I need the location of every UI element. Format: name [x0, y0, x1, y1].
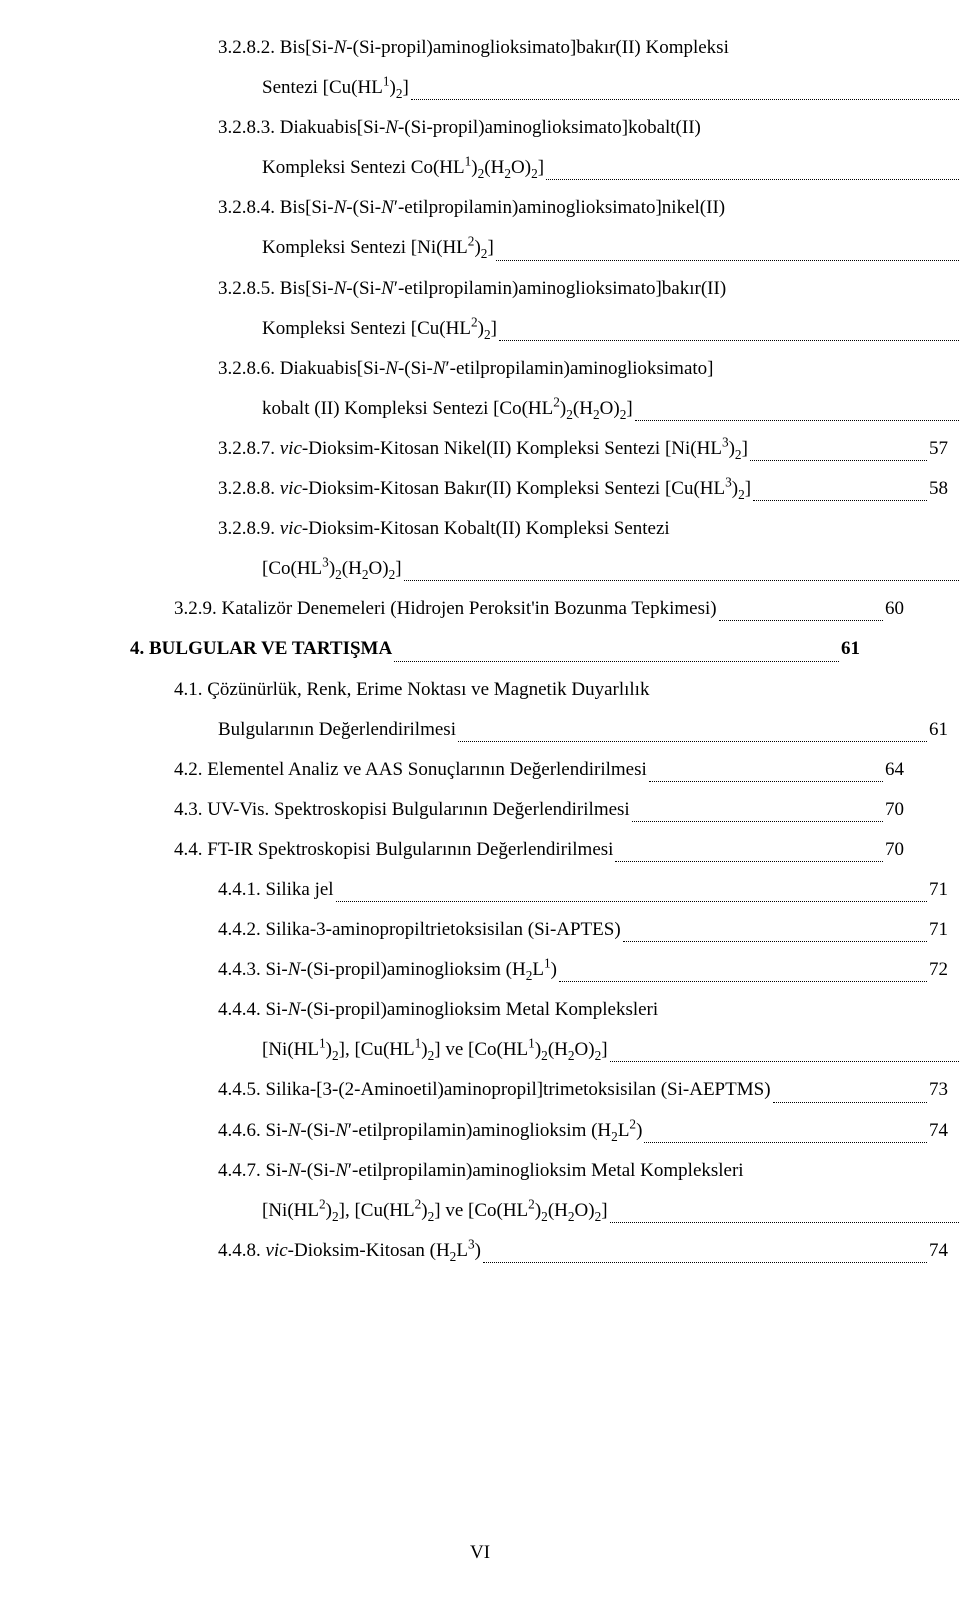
- toc-entry: 4.4.8. vic-Dioksim-Kitosan (H2L3) 74: [130, 1233, 948, 1269]
- toc-entry: [Ni(HL1)2], [Cu(HL1)2] ve [Co(HL1)2(H2O)…: [130, 1032, 960, 1068]
- toc-page-number: 71: [929, 912, 948, 948]
- toc-label: 4.4.5. Silika-[3-(2-Aminoetil)aminopropi…: [218, 1072, 771, 1108]
- toc-line: 4.1. Çözünürlük, Renk, Erime Noktası ve …: [130, 672, 860, 708]
- toc-leader-dots: [483, 1243, 927, 1263]
- toc-entry: Bulgularının Değerlendirilmesi 61: [130, 712, 948, 748]
- toc-page-number: 64: [885, 752, 904, 788]
- toc-label: 3.2.9. Katalizör Denemeleri (Hidrojen Pe…: [174, 591, 717, 627]
- toc-page-number: 71: [929, 872, 948, 908]
- toc-leader-dots: [458, 722, 927, 742]
- toc-leader-dots: [336, 882, 927, 902]
- toc-leader-dots: [773, 1083, 927, 1103]
- toc-page-number: 74: [929, 1113, 948, 1149]
- toc-label: 4.4.1. Silika jel: [218, 872, 334, 908]
- toc-entry: 4.4.1. Silika jel 71: [130, 872, 948, 908]
- toc-line: 3.2.8.4. Bis[Si-N-(Si-N′-etilpropilamin)…: [130, 190, 860, 226]
- toc-line: 3.2.8.5. Bis[Si-N-(Si-N′-etilpropilamin)…: [130, 271, 860, 307]
- toc-entry: 4.3. UV-Vis. Spektroskopisi Bulgularının…: [130, 792, 904, 828]
- toc-leader-dots: [623, 922, 927, 942]
- toc-leader-dots: [750, 441, 927, 461]
- toc-entry: [Ni(HL2)2], [Cu(HL2)2] ve [Co(HL2)2(H2O)…: [130, 1193, 960, 1229]
- toc-label: 4.4.8. vic-Dioksim-Kitosan (H2L3): [218, 1233, 481, 1269]
- table-of-contents: 3.2.8.2. Bis[Si-N-(Si-propil)aminoglioks…: [130, 30, 860, 1269]
- toc-entry: 4.4.5. Silika-[3-(2-Aminoetil)aminopropi…: [130, 1072, 948, 1108]
- toc-page-number: 61: [841, 631, 860, 667]
- toc-label: 3.2.8.7. vic-Dioksim-Kitosan Nikel(II) K…: [218, 431, 748, 467]
- toc-entry: 4. BULGULAR VE TARTIŞMA 61: [130, 631, 860, 667]
- toc-label: 4.2. Elementel Analiz ve AAS Sonuçlarını…: [174, 752, 647, 788]
- toc-entry: 3.2.9. Katalizör Denemeleri (Hidrojen Pe…: [130, 591, 904, 627]
- toc-leader-dots: [496, 241, 960, 261]
- toc-leader-dots: [394, 642, 839, 662]
- toc-leader-dots: [559, 962, 927, 982]
- toc-label: [Co(HL3)2(H2O)2]: [262, 551, 402, 587]
- toc-entry: Sentezi [Cu(HL1)2]54: [130, 70, 960, 106]
- toc-line: 3.2.8.2. Bis[Si-N-(Si-propil)aminoglioks…: [130, 30, 860, 66]
- toc-entry: kobalt (II) Kompleksi Sentezi [Co(HL2)2(…: [130, 391, 960, 427]
- toc-label: Sentezi [Cu(HL1)2]: [262, 70, 409, 106]
- toc-leader-dots: [499, 321, 960, 341]
- toc-label: 4.4.3. Si-N-(Si-propil)aminoglioksim (H2…: [218, 952, 557, 988]
- toc-leader-dots: [546, 160, 960, 180]
- toc-entry: Kompleksi Sentezi [Ni(HL2)2]55: [130, 230, 960, 266]
- toc-line: 3.2.8.9. vic-Dioksim-Kitosan Kobalt(II) …: [130, 511, 860, 547]
- toc-page-number: 57: [929, 431, 948, 467]
- toc-label: Kompleksi Sentezi [Ni(HL2)2]: [262, 230, 494, 266]
- toc-leader-dots: [753, 481, 927, 501]
- toc-label: 4. BULGULAR VE TARTIŞMA: [130, 631, 392, 667]
- toc-entry: 4.4.3. Si-N-(Si-propil)aminoglioksim (H2…: [130, 952, 948, 988]
- toc-entry: [Co(HL3)2(H2O)2]58: [130, 551, 960, 587]
- toc-leader-dots: [411, 80, 960, 100]
- toc-entry: 3.2.8.7. vic-Dioksim-Kitosan Nikel(II) K…: [130, 431, 948, 467]
- toc-label: 4.4. FT-IR Spektroskopisi Bulgularının D…: [174, 832, 613, 868]
- toc-label: 4.3. UV-Vis. Spektroskopisi Bulgularının…: [174, 792, 630, 828]
- toc-leader-dots: [644, 1123, 927, 1143]
- toc-page-number: 70: [885, 832, 904, 868]
- toc-label: 3.2.8.8. vic-Dioksim-Kitosan Bakır(II) K…: [218, 471, 751, 507]
- toc-leader-dots: [649, 762, 883, 782]
- toc-line: 3.2.8.6. Diakuabis[Si-N-(Si-N′-etilpropi…: [130, 351, 860, 387]
- toc-label: Kompleksi Sentezi [Cu(HL2)2]: [262, 311, 497, 347]
- toc-leader-dots: [635, 401, 960, 421]
- toc-label: kobalt (II) Kompleksi Sentezi [Co(HL2)2(…: [262, 391, 633, 427]
- toc-label: Bulgularının Değerlendirilmesi: [218, 712, 456, 748]
- toc-entry: Kompleksi Sentezi Co(HL1)2(H2O)2]54: [130, 150, 960, 186]
- toc-page-number: 61: [929, 712, 948, 748]
- toc-page-number: 60: [885, 591, 904, 627]
- toc-leader-dots: [404, 561, 960, 581]
- toc-entry: Kompleksi Sentezi [Cu(HL2)2]56: [130, 311, 960, 347]
- toc-label: Kompleksi Sentezi Co(HL1)2(H2O)2]: [262, 150, 544, 186]
- toc-page-number: 70: [885, 792, 904, 828]
- page-number-footer: VI: [0, 1535, 960, 1571]
- toc-page-number: 72: [929, 952, 948, 988]
- toc-entry: 4.4. FT-IR Spektroskopisi Bulgularının D…: [130, 832, 904, 868]
- toc-leader-dots: [719, 601, 883, 621]
- toc-line: 4.4.7. Si-N-(Si-N′-etilpropilamin)aminog…: [130, 1153, 860, 1189]
- toc-entry: 4.4.2. Silika-3-aminopropiltrietoksisila…: [130, 912, 948, 948]
- toc-entry: 3.2.8.8. vic-Dioksim-Kitosan Bakır(II) K…: [130, 471, 948, 507]
- toc-leader-dots: [615, 842, 883, 862]
- toc-label: 4.4.2. Silika-3-aminopropiltrietoksisila…: [218, 912, 621, 948]
- toc-label: [Ni(HL2)2], [Cu(HL2)2] ve [Co(HL2)2(H2O)…: [262, 1193, 608, 1229]
- toc-label: 4.4.6. Si-N-(Si-N′-etilpropilamin)aminog…: [218, 1113, 642, 1149]
- toc-line: 3.2.8.3. Diakuabis[Si-N-(Si-propil)amino…: [130, 110, 860, 146]
- toc-leader-dots: [610, 1203, 960, 1223]
- toc-line: 4.4.4. Si-N-(Si-propil)aminoglioksim Met…: [130, 992, 860, 1028]
- toc-page-number: 73: [929, 1072, 948, 1108]
- toc-page-number: 58: [929, 471, 948, 507]
- toc-leader-dots: [610, 1042, 960, 1062]
- page-container: 3.2.8.2. Bis[Si-N-(Si-propil)aminoglioks…: [0, 0, 960, 1611]
- toc-page-number: 74: [929, 1233, 948, 1269]
- toc-entry: 4.2. Elementel Analiz ve AAS Sonuçlarını…: [130, 752, 904, 788]
- toc-leader-dots: [632, 802, 883, 822]
- toc-entry: 4.4.6. Si-N-(Si-N′-etilpropilamin)aminog…: [130, 1113, 948, 1149]
- toc-label: [Ni(HL1)2], [Cu(HL1)2] ve [Co(HL1)2(H2O)…: [262, 1032, 608, 1068]
